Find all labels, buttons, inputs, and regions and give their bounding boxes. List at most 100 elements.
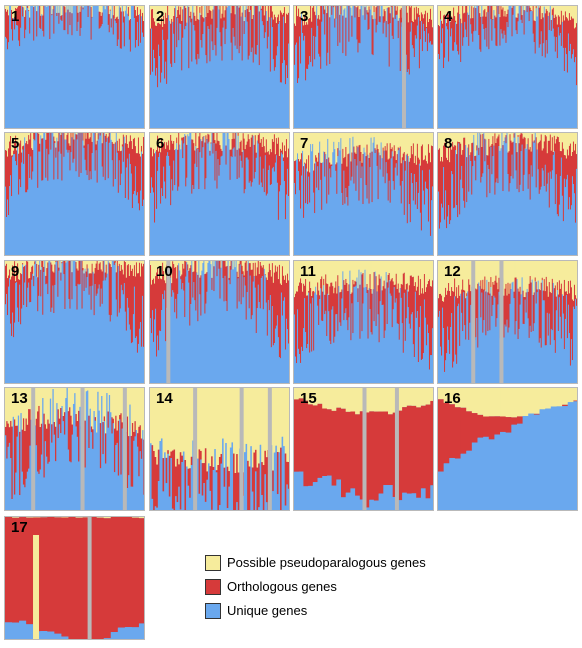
bin-12-71-pseudoparalogous xyxy=(509,261,511,284)
bin-2-138-pseudoparalogous xyxy=(288,6,289,20)
bin-10-90-unique xyxy=(240,304,243,383)
bin-3-123-orthologous xyxy=(417,8,420,18)
bin-11-64-unique xyxy=(358,269,360,383)
bin-2-104-orthologous xyxy=(254,6,257,55)
bin-11-104-orthologous xyxy=(398,292,401,340)
bin-6-46-orthologous xyxy=(196,148,198,167)
bin-7-80-orthologous xyxy=(374,148,376,154)
bin-7-50-unique xyxy=(344,203,346,255)
bin-6-65-pseudoparalogous xyxy=(215,133,217,144)
bin-8-129-pseudoparalogous xyxy=(567,133,570,156)
bin-3-12-orthologous xyxy=(306,22,308,69)
bin-1-118-unique xyxy=(123,46,126,128)
bin-7-32-pseudoparalogous xyxy=(326,133,328,160)
bin-5-51-unique xyxy=(56,137,58,255)
bin-11-76-unique xyxy=(370,332,372,383)
bin-10-129-unique xyxy=(279,358,282,383)
bin-8-88-pseudoparalogous xyxy=(526,133,529,145)
bin-3-4-orthologous xyxy=(298,8,300,79)
bin-6-69-orthologous xyxy=(219,145,221,165)
bin-1-69-unique xyxy=(74,6,76,128)
bin-8-91-unique xyxy=(529,199,532,255)
bin-9-64-unique xyxy=(69,308,71,383)
bin-8-29-unique xyxy=(467,147,469,255)
bin-10-7-pseudoparalogous xyxy=(157,261,159,269)
bin-4-64-orthologous xyxy=(502,7,504,39)
bin-12-2-orthologous xyxy=(440,293,442,347)
bin-7-61-unique xyxy=(355,190,357,255)
bin-4-0-pseudoparalogous xyxy=(438,6,440,26)
bin-6-26-orthologous xyxy=(176,137,178,144)
bin-6-106-unique xyxy=(256,140,259,255)
bin-6-34-unique xyxy=(184,133,186,255)
bin-11-99-unique xyxy=(393,287,396,383)
bin-9-32-unique xyxy=(37,311,39,383)
bin-6-58-orthologous xyxy=(208,134,210,142)
bin-2-80-unique xyxy=(230,42,232,128)
bin-12-91-pseudoparalogous xyxy=(529,261,532,277)
bin-9-32-pseudoparalogous xyxy=(37,261,39,278)
bin-4-14-pseudoparalogous xyxy=(452,6,454,19)
bin-6-65-orthologous xyxy=(215,143,217,151)
bin-7-117-unique xyxy=(411,183,414,255)
bin-11-64-pseudoparalogous xyxy=(358,261,360,270)
bin-12-97-pseudoparalogous xyxy=(535,261,538,282)
bin-1-130-pseudoparalogous xyxy=(135,6,138,16)
bin-2-85-unique xyxy=(235,6,238,128)
bin-9-96-orthologous xyxy=(101,271,104,304)
bin-7-14-orthologous xyxy=(308,155,310,177)
bin-6-51-orthologous xyxy=(201,141,203,158)
bin-2-81-orthologous xyxy=(231,6,233,61)
bin-4-128-pseudoparalogous xyxy=(566,6,569,19)
bin-9-138-orthologous xyxy=(143,275,144,347)
bin-9-25-unique xyxy=(30,301,32,383)
bin-3-103-pseudoparalogous xyxy=(397,6,400,21)
bin-11-81-orthologous xyxy=(375,276,377,327)
bin-9-125-orthologous xyxy=(130,271,133,344)
bin-2-0-unique xyxy=(150,74,152,128)
bin-2-57-orthologous xyxy=(207,13,209,27)
bin-11-45-pseudoparalogous xyxy=(339,261,341,293)
bin-5-112-unique xyxy=(117,192,120,255)
bin-11-124-unique xyxy=(418,327,421,383)
bin-5-19-unique xyxy=(24,137,26,255)
chromosome-panel-9: 9 xyxy=(4,260,145,384)
bin-12-30-pseudoparalogous xyxy=(468,261,470,280)
bin-11-102-unique xyxy=(396,323,399,383)
bin-12-113-unique xyxy=(551,330,554,383)
bin-11-93-orthologous xyxy=(387,274,390,288)
bin-8-49-pseudoparalogous xyxy=(487,133,489,156)
bin-9-89-orthologous xyxy=(94,268,97,285)
bin-4-102-unique xyxy=(540,31,543,128)
bin-3-10-pseudoparalogous xyxy=(304,6,306,17)
bin-12-49-pseudoparalogous xyxy=(487,261,489,293)
bin-3-19-orthologous xyxy=(313,6,315,36)
bin-2-119-orthologous xyxy=(269,6,272,72)
bin-11-66-unique xyxy=(360,272,362,383)
bin-12-103-orthologous xyxy=(541,277,544,281)
bin-9-99-unique xyxy=(104,280,107,383)
bin-4-67-orthologous xyxy=(505,16,507,43)
bin-12-95-pseudoparalogous xyxy=(533,261,536,293)
bin-12-25-unique xyxy=(463,292,465,383)
bin-9-71-pseudoparalogous xyxy=(76,261,78,269)
bin-1-109-unique xyxy=(114,20,117,128)
bin-9-3-unique xyxy=(8,286,10,383)
bin-2-91-pseudoparalogous xyxy=(241,6,244,13)
bin-6-81-unique xyxy=(231,157,233,255)
bin-11-68-orthologous xyxy=(362,273,364,304)
bin-10-68-unique xyxy=(218,268,220,383)
bin-2-104-unique xyxy=(254,54,257,128)
bin-2-36-unique xyxy=(186,22,188,128)
bin-10-3-pseudoparalogous xyxy=(153,261,155,279)
bin-3-72-orthologous xyxy=(366,10,368,15)
bin-11-86-unique xyxy=(380,276,383,383)
bin-11-124-pseudoparalogous xyxy=(418,261,421,296)
bin-9-72-orthologous xyxy=(77,270,79,284)
centromere-gap-3-0 xyxy=(401,6,406,128)
bin-4-15-unique xyxy=(453,50,455,128)
bin-2-115-pseudoparalogous xyxy=(265,6,268,12)
bin-4-113-orthologous xyxy=(551,9,554,16)
bin-7-86-unique xyxy=(380,142,383,255)
bin-4-51-unique xyxy=(489,6,491,128)
